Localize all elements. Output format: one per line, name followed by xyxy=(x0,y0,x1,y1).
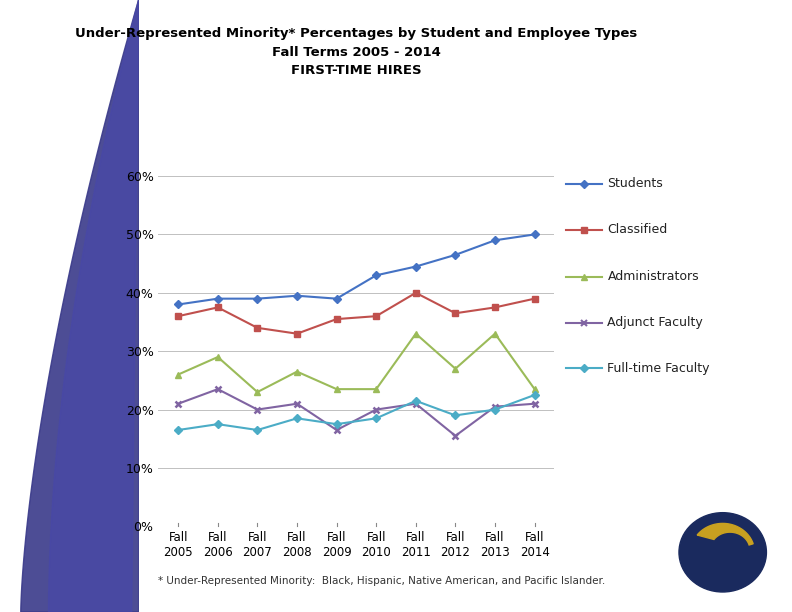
Text: Full-time Faculty: Full-time Faculty xyxy=(607,362,710,375)
Text: Under-Represented Minority* Percentages by Student and Employee Types: Under-Represented Minority* Percentages … xyxy=(75,27,638,40)
Polygon shape xyxy=(697,523,753,545)
Circle shape xyxy=(679,513,767,592)
Text: Fall Terms 2005 - 2014: Fall Terms 2005 - 2014 xyxy=(272,45,441,59)
Text: Adjunct Faculty: Adjunct Faculty xyxy=(607,316,703,329)
Text: Classified: Classified xyxy=(607,223,668,236)
Text: FIRST-TIME HIRES: FIRST-TIME HIRES xyxy=(291,64,421,77)
Text: Students: Students xyxy=(607,177,663,190)
Text: Administrators: Administrators xyxy=(607,270,699,283)
Text: * Under-Represented Minority:  Black, Hispanic, Native American, and Pacific Isl: * Under-Represented Minority: Black, His… xyxy=(158,577,606,586)
